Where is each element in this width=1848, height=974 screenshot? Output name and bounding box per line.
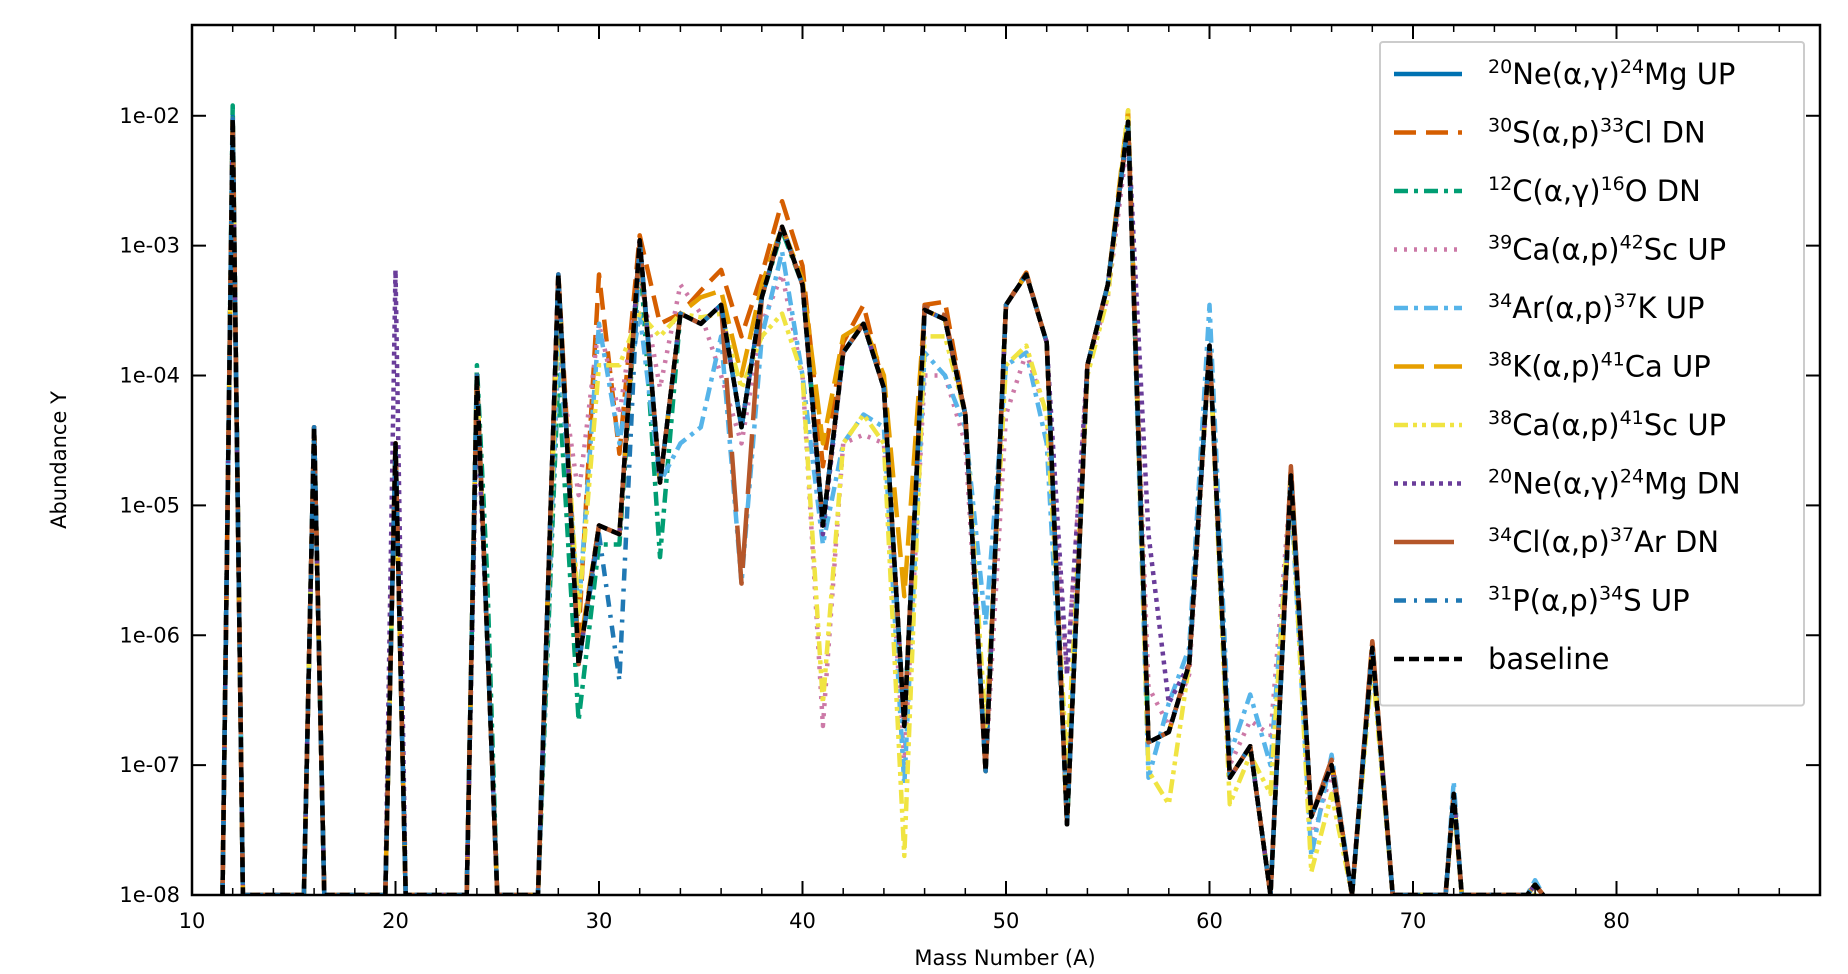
legend-label-3: 39Ca(α,p)42Sc UP xyxy=(1488,232,1726,267)
legend-el1: Ca(α,p) xyxy=(1512,233,1619,267)
legend-iso1: 38 xyxy=(1488,349,1512,371)
legend-label-2: 12C(α,γ)16O DN xyxy=(1488,173,1701,208)
ticks-layer: 10 20 30 40 50 60 70 80 1e-08 1e-07 1e-06 1e-05 1e-0… xyxy=(119,25,1820,933)
legend-iso1: 12 xyxy=(1488,173,1512,195)
x-tick-label: 30 xyxy=(586,909,613,933)
legend-el1: Ar(α,p) xyxy=(1512,291,1613,325)
y-tick-label: 1e-04 xyxy=(119,364,180,388)
x-tick-label: 20 xyxy=(382,909,409,933)
legend-iso2: 41 xyxy=(1620,407,1644,429)
legend-el2: Mg UP xyxy=(1644,57,1735,91)
legend-el1: K(α,p) xyxy=(1512,350,1600,384)
x-tick-label: 50 xyxy=(993,909,1020,933)
legend-iso1: 38 xyxy=(1488,407,1512,429)
legend-label-10: baseline xyxy=(1488,642,1609,676)
legend-label-4: 34Ar(α,p)37K UP xyxy=(1488,290,1704,325)
legend-el1: Ne(α,γ) xyxy=(1512,467,1620,501)
y-tick-label: 1e-03 xyxy=(119,234,180,258)
series-line-10 xyxy=(220,116,1545,895)
legend-iso2: 24 xyxy=(1620,56,1644,78)
y-tick-label: 1e-05 xyxy=(119,493,180,517)
legend-el1: Ne(α,γ) xyxy=(1512,57,1620,91)
legend-el1: S(α,p) xyxy=(1512,116,1600,150)
legend-iso1: 20 xyxy=(1488,466,1512,488)
legend-el2: O DN xyxy=(1625,174,1701,208)
x-axis-title: Mass Number (A) xyxy=(914,946,1095,970)
legend-el2: S UP xyxy=(1623,584,1689,618)
y-axis-title: Abundance Y xyxy=(47,391,71,529)
x-tick-label: 60 xyxy=(1196,909,1223,933)
y-tick-label: 1e-06 xyxy=(119,623,180,647)
legend-iso2: 16 xyxy=(1601,173,1625,195)
x-tick-label: 40 xyxy=(789,909,816,933)
legend-el2: Ca UP xyxy=(1625,350,1711,384)
legend-iso2: 41 xyxy=(1601,349,1625,371)
series-layer xyxy=(220,103,1546,895)
legend-label-7: 20Ne(α,γ)24Mg DN xyxy=(1488,466,1741,501)
legend-label-8: 34Cl(α,p)37Ar DN xyxy=(1488,524,1719,559)
legend-iso1: 34 xyxy=(1488,290,1512,312)
legend-label-0: 20Ne(α,γ)24Mg UP xyxy=(1488,56,1735,91)
legend-iso1: 30 xyxy=(1488,115,1512,137)
legend-label-1: 30S(α,p)33Cl DN xyxy=(1488,115,1706,150)
legend-el2: Sc UP xyxy=(1644,233,1726,267)
y-tick-label: 1e-07 xyxy=(119,753,180,777)
legend-el1: C(α,γ) xyxy=(1512,174,1600,208)
y-tick-label: 1e-02 xyxy=(119,104,180,128)
legend-el1: Cl(α,p) xyxy=(1512,525,1610,559)
x-tick-label: 70 xyxy=(1400,909,1427,933)
legend-box xyxy=(1379,41,1805,707)
legend-label-5: 38K(α,p)41Ca UP xyxy=(1488,349,1711,384)
x-tick-label: 80 xyxy=(1603,909,1630,933)
legend-iso2: 34 xyxy=(1599,583,1623,605)
legend-iso1: 20 xyxy=(1488,56,1512,78)
legend-el1: Ca(α,p) xyxy=(1512,408,1619,442)
y-tick-label: 1e-08 xyxy=(119,883,180,907)
legend-el2: Ar DN xyxy=(1634,525,1719,559)
legend-iso1: 31 xyxy=(1488,583,1512,605)
legend-iso2: 33 xyxy=(1600,115,1624,137)
legend-el2: Mg DN xyxy=(1644,467,1741,501)
legend-iso1: 39 xyxy=(1488,232,1512,254)
legend-iso1: 34 xyxy=(1488,524,1512,546)
legend-iso2: 42 xyxy=(1620,232,1644,254)
legend-label-9: 31P(α,p)34S UP xyxy=(1488,583,1690,618)
legend-iso2: 37 xyxy=(1613,290,1637,312)
legend-el2: K UP xyxy=(1638,291,1705,325)
legend-el1: P(α,p) xyxy=(1512,584,1599,618)
legend-el2: Cl DN xyxy=(1624,116,1706,150)
legend-el2: Sc UP xyxy=(1644,408,1726,442)
legend-label-6: 38Ca(α,p)41Sc UP xyxy=(1488,407,1726,442)
legend-iso2: 24 xyxy=(1620,466,1644,488)
legend-iso2: 37 xyxy=(1610,524,1634,546)
x-tick-label: 10 xyxy=(179,909,206,933)
